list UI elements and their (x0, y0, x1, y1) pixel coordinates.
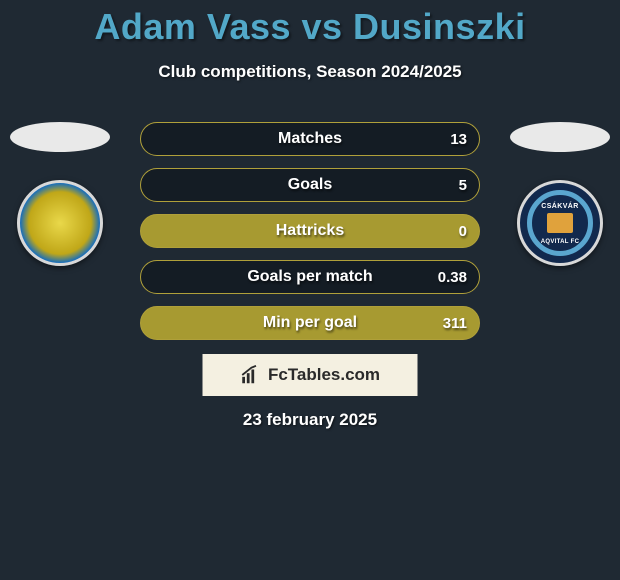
branding-text: FcTables.com (268, 365, 380, 385)
stat-row: Min per goal 311 (140, 306, 480, 340)
club-right-text-bottom: AQVITAL FC (541, 239, 579, 245)
club-right-text-top: CSÁKVÁR (541, 203, 578, 210)
stat-label: Matches (278, 130, 342, 148)
stat-value-right: 13 (450, 131, 467, 148)
branding-badge: FcTables.com (203, 354, 418, 396)
club-badge-left (17, 180, 103, 266)
date-text: 23 february 2025 (0, 410, 620, 430)
stat-label: Goals per match (247, 268, 372, 286)
stat-label: Hattricks (276, 222, 344, 240)
club-badge-right: CSÁKVÁR AQVITAL FC (517, 180, 603, 266)
stat-value-right: 0 (459, 223, 467, 240)
player-left-avatar (10, 122, 110, 152)
stat-value-right: 0.38 (438, 269, 467, 286)
stat-value-right: 5 (459, 177, 467, 194)
page-title: Adam Vass vs Dusinszki (0, 0, 620, 48)
stat-label: Goals (288, 176, 332, 194)
stats-container: Matches 13 Goals 5 Hattricks 0 Goals per match… (140, 122, 480, 340)
chart-icon (240, 364, 262, 386)
stat-row: Goals 5 (140, 168, 480, 202)
stat-value-right: 311 (443, 315, 467, 332)
subtitle: Club competitions, Season 2024/2025 (0, 62, 620, 82)
stat-row: Matches 13 (140, 122, 480, 156)
player-right-avatar (510, 122, 610, 152)
stat-label: Min per goal (263, 314, 357, 332)
player-right-column: CSÁKVÁR AQVITAL FC (500, 122, 620, 266)
stat-row: Goals per match 0.38 (140, 260, 480, 294)
player-left-column (0, 122, 120, 266)
stat-row: Hattricks 0 (140, 214, 480, 248)
